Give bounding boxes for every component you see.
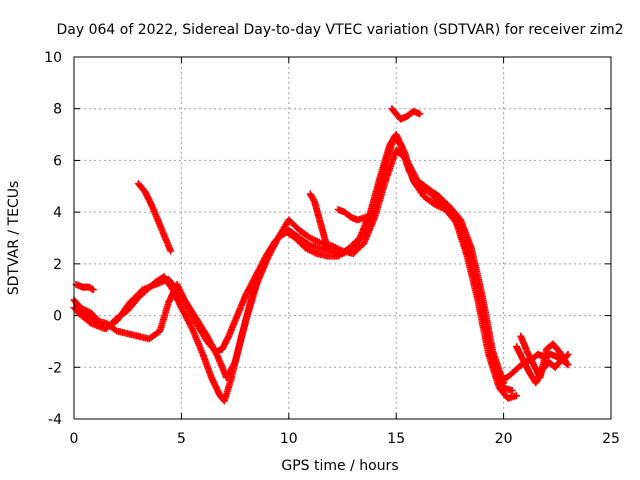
x-tick-label: 25 bbox=[602, 431, 620, 447]
y-axis-label: SDTVAR / TECUs bbox=[6, 181, 22, 296]
y-tick-label: -4 bbox=[48, 412, 62, 428]
y-tick-label: 10 bbox=[44, 50, 62, 66]
y-tick-label: 8 bbox=[53, 102, 62, 118]
x-tick-label: 5 bbox=[177, 431, 186, 447]
x-tick-label: 15 bbox=[387, 431, 405, 447]
plot-frame bbox=[73, 56, 612, 420]
x-tick-label: 20 bbox=[495, 431, 513, 447]
y-tick-label: -2 bbox=[48, 360, 62, 376]
data-points bbox=[70, 105, 572, 405]
y-tick-label: 6 bbox=[53, 153, 62, 169]
x-tick-label: 0 bbox=[70, 431, 79, 447]
x-tick-label: 10 bbox=[280, 431, 298, 447]
y-tick-label: 4 bbox=[53, 205, 62, 221]
y-tick-label: 2 bbox=[53, 257, 62, 273]
plus-markers bbox=[70, 105, 572, 405]
y-tick-label: 0 bbox=[53, 309, 62, 325]
x-axis-label: GPS time / hours bbox=[281, 458, 398, 474]
axis-ticks: 0 5 10 15 20 25 -4 -2 0 2 4 6 8 10 bbox=[44, 50, 620, 447]
chart-title: Day 064 of 2022, Sidereal Day-to-day VTE… bbox=[57, 22, 624, 38]
